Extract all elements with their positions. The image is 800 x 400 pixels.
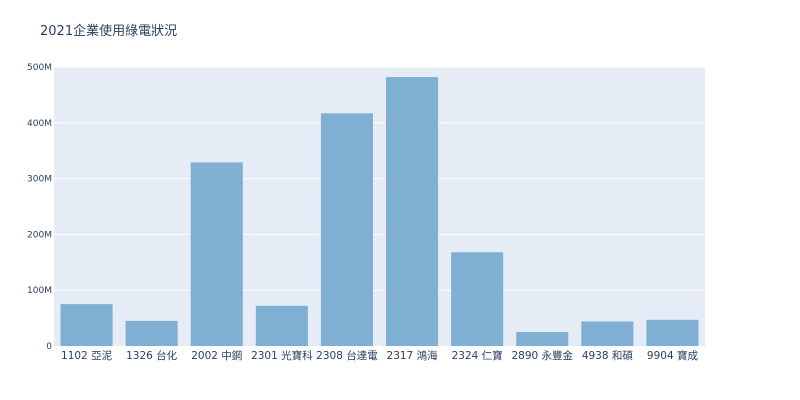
y-axis-ticks: 0 100M 200M 300M 400M 500M bbox=[27, 63, 52, 352]
bar bbox=[190, 162, 243, 346]
x-tick-label: 2301 光寶科 bbox=[251, 349, 313, 362]
bar bbox=[646, 319, 699, 346]
bar bbox=[255, 305, 308, 346]
bar bbox=[386, 77, 439, 346]
x-tick-label: 2002 中鋼 bbox=[191, 349, 242, 362]
y-tick-label: 200M bbox=[27, 230, 52, 240]
x-tick-label: 4938 和碩 bbox=[582, 350, 634, 362]
x-tick-label: 1326 台化 bbox=[126, 349, 178, 362]
bar bbox=[320, 113, 373, 347]
x-tick-label: 1102 亞泥 bbox=[61, 349, 113, 362]
x-tick-label: 2890 永豐金 bbox=[511, 349, 573, 362]
bar bbox=[581, 321, 634, 346]
y-tick-label: 500M bbox=[27, 63, 52, 73]
y-tick-label: 100M bbox=[27, 286, 52, 296]
x-tick-label: 9904 寶成 bbox=[647, 349, 699, 362]
y-tick-label: 300M bbox=[27, 175, 52, 185]
bars bbox=[60, 77, 699, 347]
x-tick-label: 2308 台達電 bbox=[316, 349, 378, 362]
bar bbox=[60, 304, 113, 346]
y-tick-label: 400M bbox=[27, 119, 52, 129]
x-tick-label: 2317 鴻海 bbox=[387, 349, 439, 362]
chart-title: 2021企業使用綠電狀況 bbox=[40, 24, 178, 39]
bar bbox=[451, 252, 504, 346]
grid-lines bbox=[54, 66, 705, 291]
x-axis-ticks: 1102 亞泥 1326 台化 2002 中鋼 2301 光寶科 2308 台達電 231… bbox=[61, 349, 698, 362]
plot-area bbox=[54, 67, 705, 346]
bar bbox=[516, 332, 569, 346]
y-tick-label: 0 bbox=[46, 342, 52, 352]
x-tick-label: 2324 仁寶 bbox=[452, 349, 503, 362]
bar bbox=[125, 320, 178, 346]
